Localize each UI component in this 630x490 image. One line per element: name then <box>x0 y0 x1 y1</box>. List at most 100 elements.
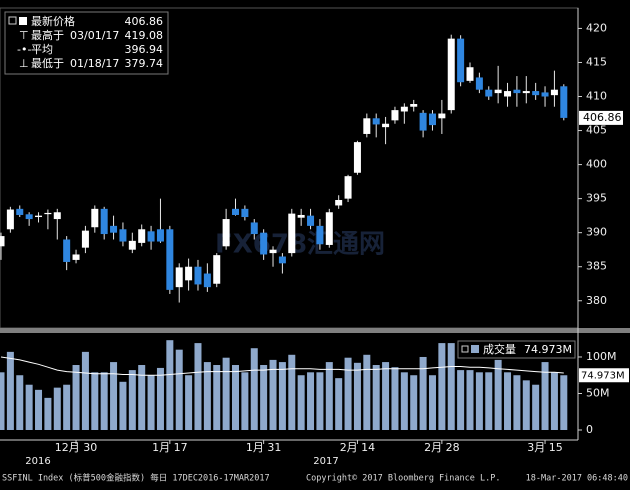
candle-body <box>522 91 530 94</box>
volume-bar <box>494 359 502 430</box>
volume-bar <box>410 375 418 430</box>
candle-body <box>232 208 239 215</box>
legend-date: 01/18/17 <box>70 57 119 70</box>
x-tick-label: 2月 28 <box>424 441 460 454</box>
legend-collapse[interactable] <box>461 345 469 353</box>
candle-body <box>44 212 52 215</box>
volume-bar <box>185 375 193 430</box>
y-tick-label: 420 <box>586 21 607 34</box>
legend-label: 成交量 <box>483 342 516 356</box>
candle-body <box>81 230 89 248</box>
y-tick-label: 0 <box>586 423 593 436</box>
volume-bar <box>550 372 558 430</box>
candle-body <box>410 104 418 107</box>
candle-body <box>419 112 427 131</box>
volume-bar <box>447 343 455 430</box>
candle-body <box>100 208 108 235</box>
candle-body <box>25 214 33 220</box>
volume-bar <box>203 362 211 430</box>
last-price-label: 406.86 <box>583 111 622 124</box>
panel-separator <box>0 328 630 333</box>
footer-copyright: Copyright© 2017 Bloomberg Finance L.P. <box>306 474 500 484</box>
candle-body <box>222 219 230 247</box>
volume-bar <box>222 357 230 430</box>
candle-body <box>457 38 465 83</box>
volume-bar <box>232 365 239 430</box>
volume-bar <box>44 397 52 430</box>
volume-bar <box>175 349 183 430</box>
candle-body <box>391 110 399 121</box>
volume-average-line <box>0 356 564 376</box>
candle-body <box>288 213 296 254</box>
volume-bar <box>307 372 315 430</box>
candle-body <box>147 231 155 242</box>
y-tick-label: 385 <box>586 260 607 273</box>
volume-bar <box>353 362 361 430</box>
volume-bar <box>156 367 164 430</box>
legend-icon: ⊤ <box>19 29 29 42</box>
volume-bar <box>541 362 549 430</box>
legend-value: 74.973M <box>524 343 572 356</box>
candle-body <box>382 123 390 128</box>
candle-body <box>138 229 146 243</box>
legend-collapse[interactable] <box>8 16 17 25</box>
candle-body <box>400 106 408 112</box>
candle-body <box>504 91 512 97</box>
y-tick-label: 400 <box>586 158 607 171</box>
volume-bar <box>269 359 277 430</box>
last-volume-tag <box>579 368 629 383</box>
candle-body <box>203 273 211 288</box>
volume-bar <box>16 375 24 430</box>
candle-body <box>166 229 174 290</box>
candle-body <box>269 249 277 254</box>
legend-icon <box>471 345 479 353</box>
candle-body <box>344 176 352 199</box>
volume-bar <box>63 384 71 430</box>
volume-bar <box>363 354 371 430</box>
volume-bar <box>53 387 61 430</box>
volume-bar <box>485 372 493 430</box>
legend-label: 最低于 <box>31 57 64 70</box>
y-tick-label: 415 <box>586 55 607 68</box>
candle-body <box>485 89 493 97</box>
x-tick-label: 2月 14 <box>340 441 376 454</box>
candle-body <box>63 239 71 262</box>
volume-bar <box>213 365 221 430</box>
volume-bar <box>166 340 174 430</box>
volume-bar <box>278 362 286 430</box>
candle-body <box>194 266 202 285</box>
candle-body <box>241 208 249 218</box>
volume-bar <box>316 372 324 430</box>
legend-box <box>4 11 169 75</box>
volume-bar <box>25 384 33 430</box>
volume-bar <box>35 389 43 430</box>
legend-value: 379.74 <box>125 57 164 70</box>
legend-icon: -•- <box>17 43 31 56</box>
volume-bar <box>475 372 483 430</box>
volume-bar <box>81 351 89 430</box>
volume-bar <box>438 343 446 430</box>
candle-body <box>16 208 24 215</box>
volume-bar <box>372 365 380 430</box>
candle-body <box>335 200 343 206</box>
volume-legend-box <box>457 340 576 359</box>
candle-body <box>307 215 315 226</box>
volume-bar <box>532 384 540 430</box>
x-tick-label: 3月 15 <box>527 441 563 454</box>
volume-bar <box>466 370 474 430</box>
candle-body <box>119 229 127 242</box>
volume-bar <box>288 354 296 430</box>
candle-body <box>550 89 558 96</box>
candle-body <box>53 212 61 220</box>
candle-body <box>325 212 333 245</box>
volume-bar <box>72 365 80 430</box>
volume-bar <box>241 372 249 430</box>
legend-icon <box>19 17 27 25</box>
candle-body <box>185 266 193 281</box>
volume-bar <box>100 372 108 430</box>
volume-bar <box>428 375 436 430</box>
y-tick-label: 390 <box>586 226 607 239</box>
year-label: 2017 <box>313 456 338 467</box>
x-tick-label: 12月 30 <box>55 441 98 454</box>
